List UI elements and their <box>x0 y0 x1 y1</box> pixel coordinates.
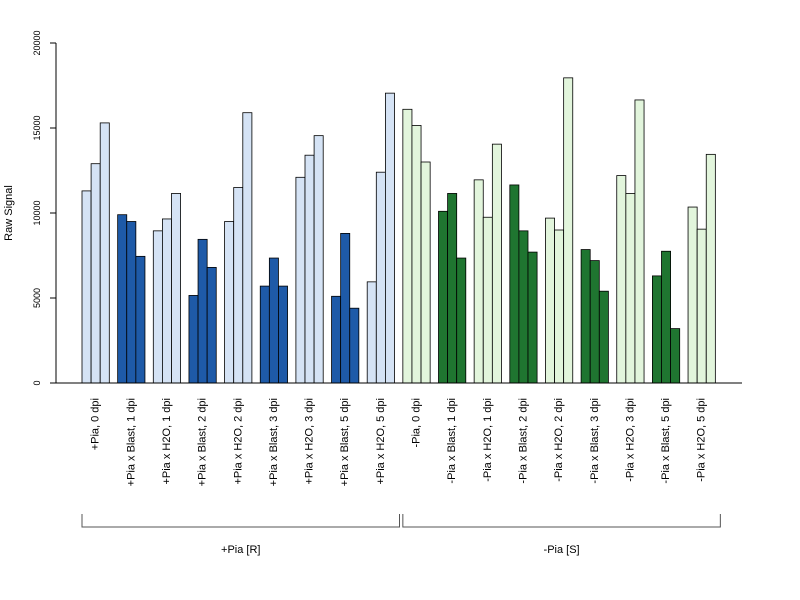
bar <box>456 257 467 384</box>
bar <box>349 307 360 384</box>
category-label: +Pia x Blast, 2 dpi <box>197 398 209 486</box>
group-bracket <box>402 514 721 528</box>
category-labels: +Pia, 0 dpi +Pia x Blast, 1 dpi +Pia x H2O… <box>90 398 708 486</box>
bar <box>304 154 315 384</box>
bar <box>188 295 199 384</box>
bar <box>117 214 128 384</box>
y-tick-label: 10000 <box>32 200 42 225</box>
bar <box>224 221 235 384</box>
group-label: -Pia [S] <box>544 544 580 556</box>
bar <box>259 285 270 384</box>
bar <box>242 112 253 384</box>
bar <box>233 187 244 384</box>
bar <box>402 108 413 384</box>
category-label: -Pia x H2O, 5 dpi <box>696 398 708 482</box>
bar <box>580 249 591 384</box>
bar <box>473 179 484 384</box>
group-bracket <box>81 514 400 528</box>
bar <box>197 238 208 384</box>
bar <box>447 193 458 384</box>
y-axis-title: Raw Signal <box>3 185 15 241</box>
category-label: +Pia x H2O, 5 dpi <box>375 398 387 485</box>
bar <box>527 251 538 384</box>
y-axis: 0 5000 10000 15000 20000 <box>32 30 57 386</box>
bar <box>545 217 555 384</box>
bar <box>696 228 707 384</box>
bar <box>670 328 681 384</box>
bar <box>616 175 627 384</box>
bar <box>491 143 502 384</box>
bar <box>99 122 110 384</box>
bar <box>589 260 600 384</box>
bar <box>687 206 698 384</box>
category-label: -Pia x Blast, 3 dpi <box>589 398 601 484</box>
bar <box>518 230 529 384</box>
category-label: +Pia x Blast, 1 dpi <box>125 398 137 486</box>
bar <box>135 255 146 384</box>
category-label: -Pia x H2O, 2 dpi <box>553 398 565 482</box>
category-label: -Pia x Blast, 1 dpi <box>446 398 458 484</box>
bar <box>206 266 217 384</box>
category-label: -Pia x H2O, 3 dpi <box>624 398 636 482</box>
bar <box>634 99 645 384</box>
category-label: -Pia x H2O, 1 dpi <box>482 398 494 482</box>
bar <box>366 281 377 384</box>
bar <box>126 221 137 384</box>
category-label: -Pia x Blast, 2 dpi <box>517 398 529 484</box>
group-brackets: +Pia [R] -Pia [S] <box>81 514 721 556</box>
bar-series <box>81 77 716 384</box>
bar <box>268 257 279 384</box>
y-tick-label: 20000 <box>32 30 42 55</box>
bar <box>295 176 306 384</box>
category-label: +Pia x H2O, 2 dpi <box>232 398 244 485</box>
bar <box>90 163 101 384</box>
bar <box>81 190 92 384</box>
bar <box>705 153 716 384</box>
y-tick-label: 0 <box>32 380 42 385</box>
bar <box>278 285 288 384</box>
bar <box>652 275 662 384</box>
category-label: +Pia x Blast, 5 dpi <box>339 398 351 486</box>
bar <box>482 216 493 384</box>
bar <box>375 171 386 384</box>
bar <box>625 193 636 384</box>
category-label: +Pia x Blast, 3 dpi <box>268 398 280 486</box>
category-label: -Pia, 0 dpi <box>411 398 423 448</box>
bar <box>152 230 163 384</box>
category-label: +Pia x H2O, 1 dpi <box>161 398 173 485</box>
category-label: -Pia x Blast, 5 dpi <box>660 398 672 484</box>
bar <box>554 229 565 384</box>
category-label: +Pia, 0 dpi <box>90 398 102 450</box>
group-label: +Pia [R] <box>221 544 260 556</box>
bar <box>563 77 574 384</box>
bar <box>661 250 672 384</box>
bar <box>509 184 520 384</box>
bar <box>313 135 324 384</box>
bar <box>161 218 172 384</box>
bar <box>340 232 351 384</box>
bar <box>171 193 182 384</box>
y-tick-label: 5000 <box>32 288 42 308</box>
bar <box>598 290 609 384</box>
bar <box>331 295 342 384</box>
bar <box>438 210 449 384</box>
bar <box>420 161 431 384</box>
category-label: +Pia x H2O, 3 dpi <box>304 398 316 485</box>
bar <box>384 92 395 384</box>
y-tick-label: 15000 <box>32 115 42 140</box>
bar <box>411 125 422 384</box>
